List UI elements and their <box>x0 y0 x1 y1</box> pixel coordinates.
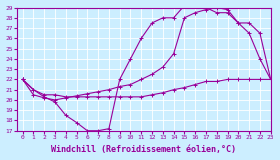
X-axis label: Windchill (Refroidissement éolien,°C): Windchill (Refroidissement éolien,°C) <box>52 145 236 154</box>
